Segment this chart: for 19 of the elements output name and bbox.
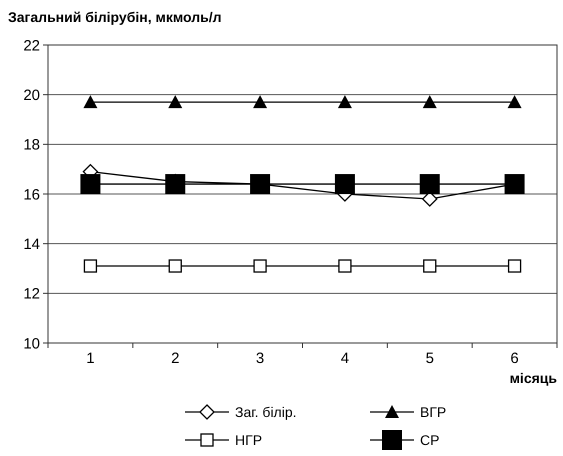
legend-label: Заг. білір.: [235, 404, 297, 420]
legend-label: НГР: [235, 432, 262, 448]
chart-title: Загальний білірубін, мкмоль/л: [8, 9, 222, 25]
x-tick-label: 2: [171, 350, 180, 367]
x-tick-label: 6: [510, 350, 519, 367]
x-tick-label: 5: [426, 350, 434, 367]
y-tick-label: 12: [23, 286, 40, 303]
y-tick-label: 10: [23, 335, 40, 352]
legend-label: СР: [420, 432, 440, 448]
x-axis-title: місяць: [510, 370, 558, 386]
y-tick-label: 18: [23, 136, 40, 154]
x-tick-label: 1: [86, 350, 95, 367]
y-tick-label: 22: [23, 37, 40, 54]
y-tick-label: 14: [23, 236, 40, 253]
legend-label: ВГР: [420, 404, 446, 420]
x-tick-label: 3: [256, 350, 264, 367]
x-tick-label: 4: [340, 350, 350, 367]
y-tick-label: 20: [23, 86, 40, 104]
y-tick-label: 16: [23, 186, 40, 204]
